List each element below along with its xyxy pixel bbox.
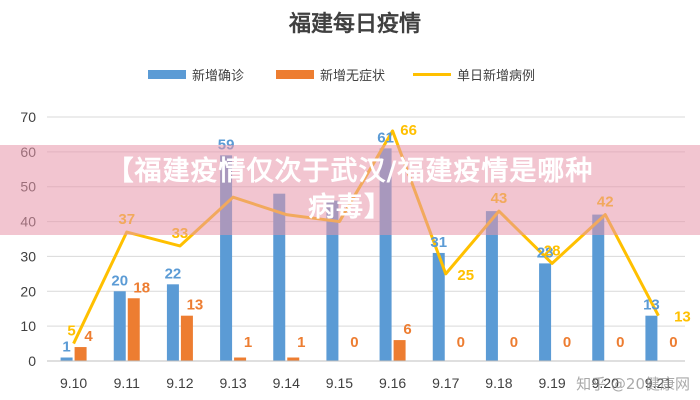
- data-label-confirmed: 31: [430, 234, 447, 251]
- data-label-asymptomatic: 0: [669, 334, 677, 351]
- x-tick-label: 9.15: [326, 375, 353, 391]
- bar-asymptomatic: [74, 347, 87, 361]
- x-tick-label: 9.20: [592, 375, 619, 391]
- data-label-confirmed: 28: [537, 244, 554, 261]
- data-label-asymptomatic: 0: [457, 334, 465, 351]
- bar-asymptomatic: [393, 340, 406, 361]
- data-label-daily_total: 25: [457, 267, 474, 284]
- bar-confirmed: [113, 291, 126, 361]
- data-label-asymptomatic: 0: [563, 334, 571, 351]
- data-label-confirmed: 20: [111, 272, 128, 289]
- data-label-asymptomatic: 18: [133, 279, 150, 296]
- bar-asymptomatic: [287, 357, 300, 361]
- legend-swatch: [276, 70, 314, 79]
- banner-line-2: 病毒】: [308, 192, 392, 223]
- y-tick-label: 10: [20, 318, 36, 334]
- legend-swatch: [148, 70, 186, 79]
- bar-confirmed: [539, 263, 552, 361]
- data-label-asymptomatic: 1: [244, 334, 252, 351]
- x-tick-label: 9.19: [538, 375, 565, 391]
- bar-confirmed: [485, 211, 498, 361]
- data-label-daily_total: 28: [544, 242, 561, 259]
- watermark: 知乎 @20健康网: [576, 375, 690, 393]
- x-tick-label: 9.21: [645, 375, 672, 391]
- data-label-asymptomatic: 6: [403, 321, 411, 338]
- title-overlay-banner: 【福建疫情仅次于武汉/福建疫情是哪种 病毒】: [0, 145, 700, 235]
- legend: 新增确诊 新增无症状 单日新增病例: [148, 68, 535, 84]
- x-axis: 9.10 9.11 9.12 9.13 9.14 9.15 9.16 9.17 9.18 9.19…: [47, 360, 685, 391]
- bar-confirmed: [592, 214, 605, 361]
- legend-label: 单日新增病例: [457, 68, 535, 84]
- data-label-asymptomatic: 0: [510, 334, 518, 351]
- data-label-asymptomatic: 0: [616, 334, 624, 351]
- x-tick-label: 9.13: [219, 375, 246, 391]
- y-tick-label: 70: [20, 109, 36, 125]
- data-label-daily_total: 5: [67, 323, 75, 340]
- bar-confirmed: [432, 252, 445, 361]
- bar-confirmed: [60, 357, 73, 361]
- bar-asymptomatic: [127, 298, 140, 361]
- data-label-daily_total: 66: [400, 122, 417, 139]
- x-tick-label: 9.18: [485, 375, 512, 391]
- legend-label: 新增无症状: [320, 68, 385, 84]
- data-label-asymptomatic: 1: [297, 334, 305, 351]
- y-tick-label: 20: [20, 283, 36, 299]
- bar-asymptomatic: [234, 357, 247, 361]
- data-label-confirmed: 22: [165, 265, 182, 282]
- bar-asymptomatic: [180, 315, 193, 361]
- x-tick-label: 9.11: [114, 375, 140, 391]
- y-tick-label: 0: [28, 353, 36, 369]
- bar-confirmed: [326, 200, 339, 361]
- data-label-confirmed: 1: [62, 339, 70, 356]
- data-label-asymptomatic: 13: [187, 297, 204, 314]
- y-tick-label: 30: [20, 248, 36, 264]
- x-tick-label: 9.17: [432, 375, 459, 391]
- bar-confirmed: [645, 315, 658, 361]
- x-tick-label: 9.14: [273, 375, 300, 391]
- data-label-confirmed: 13: [643, 297, 660, 314]
- x-tick-label: 9.12: [166, 375, 193, 391]
- data-label-asymptomatic: 0: [350, 334, 358, 351]
- bar-confirmed: [166, 284, 179, 361]
- chart-title: 福建每日疫情: [288, 11, 421, 37]
- data-label-daily_total: 13: [674, 309, 691, 326]
- x-tick-label: 9.10: [60, 375, 87, 391]
- x-tick-label: 9.16: [379, 375, 406, 391]
- data-label-confirmed: 61: [377, 129, 394, 146]
- banner-line-1: 【福建疫情仅次于武汉/福建疫情是哪种: [106, 156, 594, 187]
- bar-confirmed: [273, 193, 286, 361]
- legend-label: 新增确诊: [192, 68, 244, 84]
- data-label-asymptomatic: 4: [84, 328, 93, 345]
